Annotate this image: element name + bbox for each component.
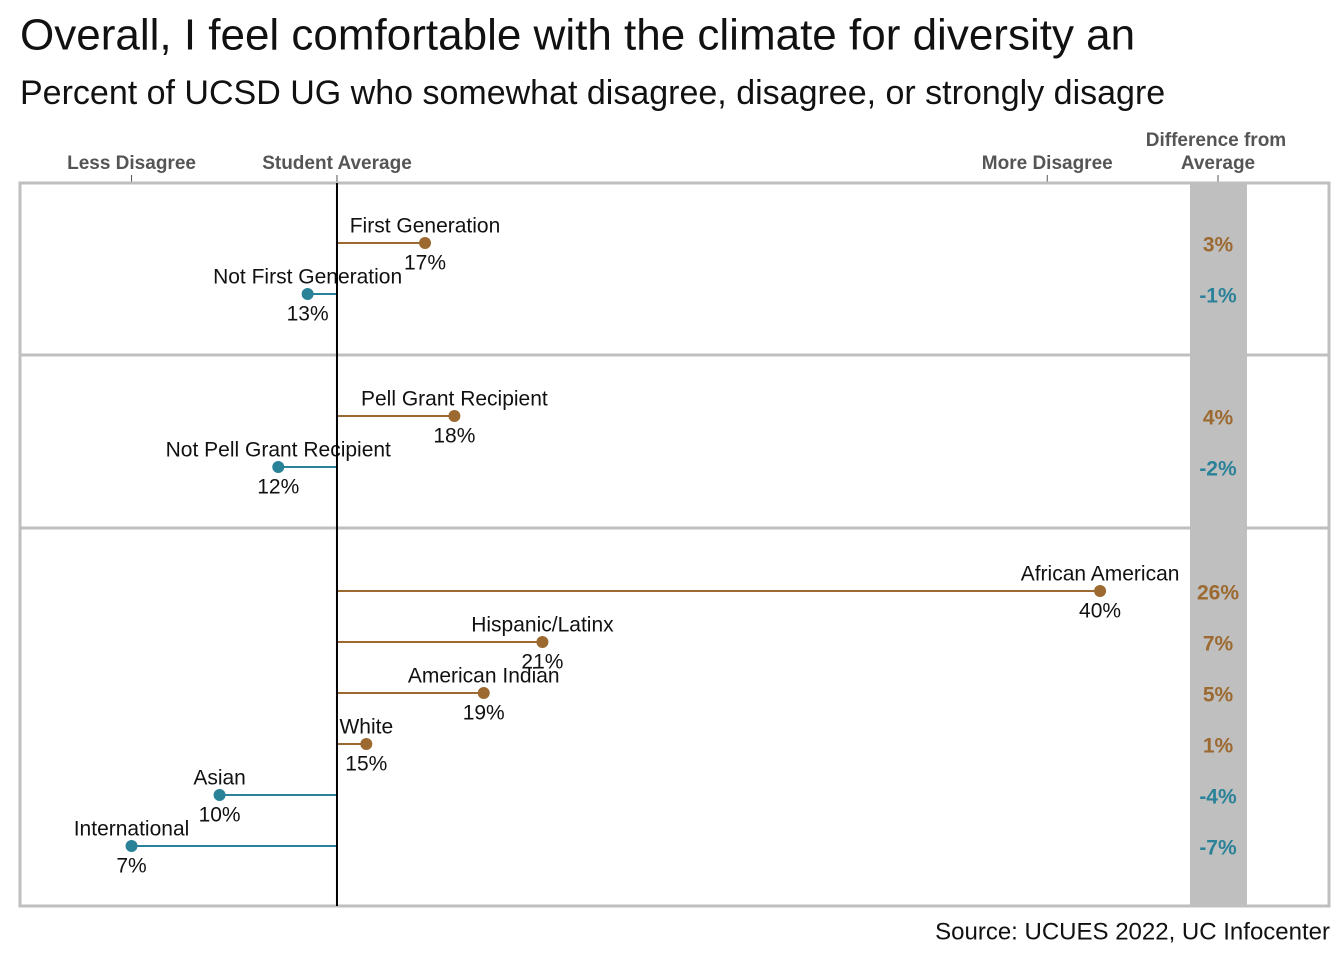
value-label: 12%: [257, 476, 299, 499]
value-label: 13%: [287, 303, 329, 326]
difference-label: 3%: [1203, 234, 1234, 257]
x-tick-label: More Disagree: [982, 153, 1113, 174]
category-label: Not Pell Grant Recipient: [166, 439, 391, 462]
chart-title: Overall, I feel comfortable with the cli…: [20, 11, 1135, 60]
difference-label: 7%: [1203, 633, 1234, 656]
value-label: 21%: [521, 651, 563, 674]
difference-header: Average: [1181, 153, 1255, 174]
category-label: Pell Grant Recipient: [361, 388, 548, 411]
value-label: 17%: [404, 252, 446, 275]
dot: [536, 636, 549, 648]
chart-subtitle: Percent of UCSD UG who somewhat disagree…: [20, 74, 1165, 112]
difference-label: -4%: [1199, 786, 1237, 809]
category-label: Asian: [193, 767, 246, 790]
difference-label: 5%: [1203, 684, 1234, 707]
difference-label: -2%: [1199, 458, 1237, 481]
x-tick-label: Less Disagree: [67, 153, 196, 174]
value-label: 18%: [433, 425, 475, 448]
value-label: 7%: [116, 855, 146, 878]
dot: [1094, 585, 1107, 597]
difference-header: Difference from: [1146, 130, 1286, 151]
value-label: 15%: [345, 753, 387, 776]
dot: [301, 288, 314, 300]
dot: [448, 410, 461, 422]
difference-column: [1190, 183, 1247, 906]
difference-label: 4%: [1203, 407, 1234, 430]
value-label: 10%: [199, 804, 241, 827]
dot: [360, 738, 373, 750]
category-label: Hispanic/Latinx: [471, 614, 614, 637]
source: Source: UCUES 2022, UC Infocenter: [935, 918, 1330, 945]
panel: [18, 526, 1331, 908]
difference-label: 1%: [1203, 735, 1234, 758]
value-label: 40%: [1079, 600, 1121, 623]
dot: [213, 789, 226, 801]
dot: [125, 840, 138, 852]
category-label: American Indian: [408, 665, 560, 688]
category-label: First Generation: [350, 215, 501, 238]
x-tick-label: Student Average: [262, 153, 412, 174]
category-label: White: [339, 716, 393, 739]
category-label: African American: [1021, 563, 1180, 586]
dot: [419, 237, 432, 249]
difference-label: 26%: [1197, 582, 1239, 605]
category-label: International: [74, 818, 190, 841]
difference-label: -1%: [1199, 285, 1237, 308]
category-label: Not First Generation: [213, 266, 402, 289]
difference-label: -7%: [1199, 837, 1237, 860]
value-label: 19%: [463, 702, 505, 725]
dot: [272, 461, 285, 473]
dot: [477, 687, 490, 699]
